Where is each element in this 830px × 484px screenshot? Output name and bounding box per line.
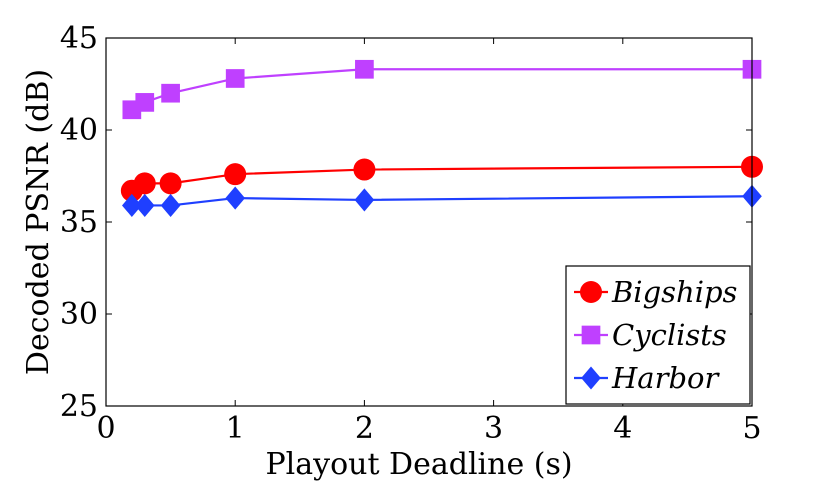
x-axis-label: Playout Deadline (s)	[265, 447, 572, 482]
y-tick-label: 25	[60, 389, 98, 424]
legend-label-harbor: Harbor	[611, 361, 720, 395]
data-point-cyclists	[135, 93, 155, 112]
y-tick-label: 40	[60, 113, 98, 148]
data-point-harbor	[160, 193, 181, 217]
data-point-harbor	[354, 188, 375, 212]
legend-marker-bigships	[580, 281, 602, 303]
x-tick-label: 4	[613, 411, 632, 446]
data-point-harbor	[134, 193, 155, 217]
series-line-cyclists	[131, 68, 752, 111]
series-cyclists	[122, 59, 762, 120]
y-axis-label: Decoded PSNR (dB)	[21, 69, 56, 375]
y-tick-label: 45	[60, 21, 98, 56]
data-point-bigships	[224, 163, 247, 186]
data-point-cyclists	[225, 69, 245, 88]
x-tick-label: 3	[484, 411, 503, 446]
legend-label-cyclists: Cyclists	[612, 318, 727, 352]
data-point-bigships	[133, 172, 156, 195]
series-bigships	[120, 155, 763, 202]
data-point-harbor	[122, 193, 142, 217]
x-tick-label: 1	[226, 411, 245, 446]
x-tick-label: 2	[355, 411, 374, 446]
legend-label-bigships: Bigships	[611, 275, 737, 309]
series-line-harbor	[131, 195, 753, 207]
x-tick-label: 0	[96, 411, 115, 446]
x-tick-label: 5	[742, 411, 761, 446]
series-harbor	[122, 184, 762, 217]
series-line-bigships	[131, 165, 753, 192]
y-tick-label: 35	[60, 205, 98, 240]
legend-marker-cyclists	[581, 325, 601, 345]
data-point-cyclists	[355, 59, 374, 79]
data-point-cyclists	[161, 83, 180, 103]
data-point-harbor	[225, 186, 246, 210]
data-point-bigships	[159, 172, 182, 195]
y-tick-label: 30	[60, 297, 98, 332]
data-point-bigships	[353, 158, 376, 181]
legend-marker-harbor	[581, 366, 601, 390]
